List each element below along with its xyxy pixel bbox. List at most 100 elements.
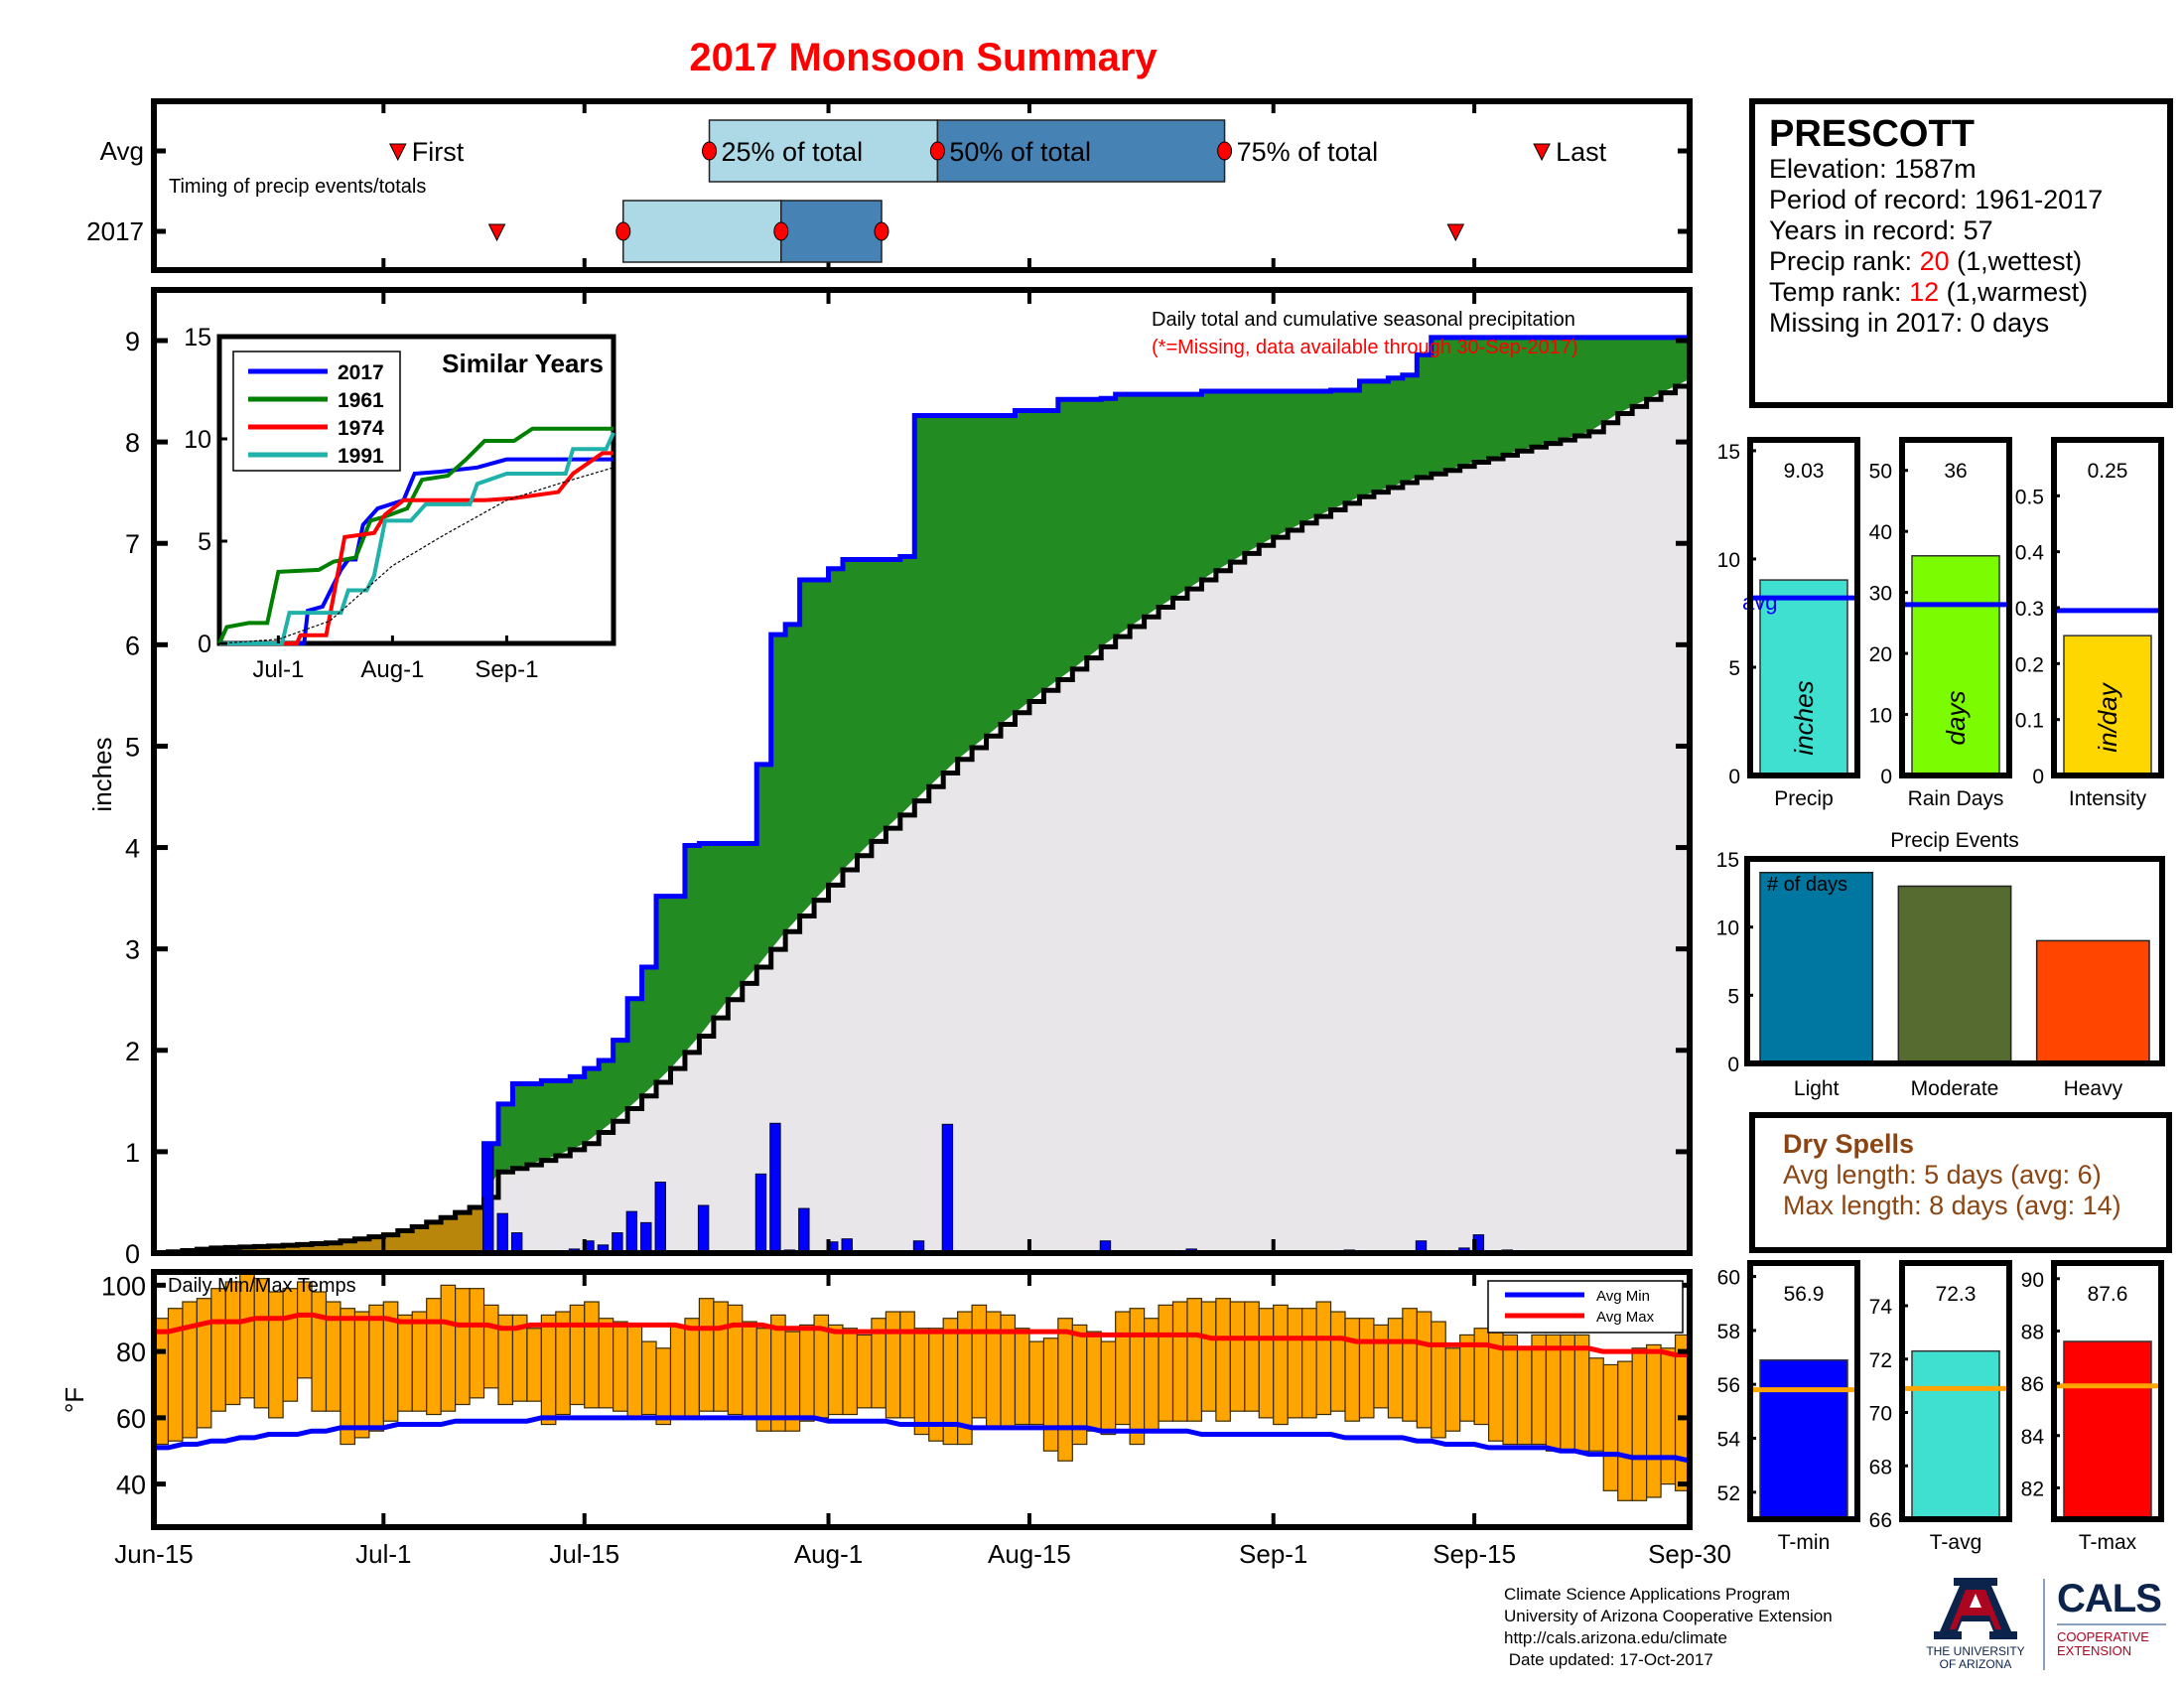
daily-temp-bar	[1258, 1308, 1275, 1419]
daily-temp-bar	[1287, 1308, 1303, 1419]
daily-temp-bar	[253, 1278, 270, 1409]
daily-temp-bar	[1387, 1318, 1404, 1419]
footer-link[interactable]: http://cals.arizona.edu/climate	[1504, 1628, 1727, 1647]
station-detail-line: Precip rank: 20 (1,wettest)	[1769, 246, 2167, 277]
station-detail-suffix: (1,wettest)	[1949, 246, 2083, 276]
mini-panel-unit-Precip: inches	[1789, 680, 1819, 755]
daily-temp-bar	[698, 1298, 715, 1412]
pre-onset-area	[154, 1196, 484, 1253]
station-detail-label: Missing in 2017:	[1769, 308, 1971, 338]
daily-temp-bar	[1660, 1347, 1677, 1485]
mini-panel-unit-Intensity: in/day	[2093, 681, 2122, 752]
precip-events-y-tick-label: 15	[1716, 849, 1739, 872]
daily-temp-bar	[1617, 1360, 1633, 1501]
precip-events-bar-light	[1759, 871, 1874, 1064]
footer-date: Date updated: 17-Oct-2017	[1504, 1650, 1713, 1669]
x-tick-label: Sep-1	[1239, 1539, 1307, 1569]
timing-marker-p25	[615, 221, 631, 241]
daily-temp-bar	[655, 1347, 672, 1426]
page-title: 2017 Monsoon Summary	[689, 36, 1158, 79]
daily-temp-bar	[482, 1304, 499, 1389]
daily-temp-bar	[1315, 1301, 1332, 1416]
precip-events-category-label: Moderate	[1911, 1077, 1999, 1100]
timing-marker-p75	[874, 221, 889, 241]
mini-panel-y-tick-label: 66	[1869, 1509, 1892, 1532]
mini-panel-y-tick-label: 20	[1869, 643, 1892, 666]
mini-panel-y-tick-label: 15	[1717, 441, 1740, 464]
daily-precip-bar	[798, 1207, 810, 1254]
mini-panel-label-Intensity: Intensity	[2069, 787, 2147, 810]
daily-precip-bar	[612, 1232, 623, 1254]
mini-panel-y-tick-label: 30	[1869, 583, 1892, 606]
timing-first-triangle-icon	[487, 223, 506, 242]
daily-temp-bar	[1545, 1334, 1562, 1452]
daily-temp-bar	[684, 1318, 701, 1419]
main-chart-title: Daily total and cumulative seasonal prec…	[1152, 309, 1575, 331]
mini-panel-frame-T-avg	[1899, 1260, 2012, 1522]
daily-temp-bar	[1358, 1318, 1375, 1419]
daily-temp-bar	[1186, 1298, 1203, 1422]
arizona-a-icon	[1934, 1578, 2017, 1639]
daily-temp-bar	[1502, 1334, 1519, 1446]
mini-panel-y-tick-label: 0	[1880, 766, 1892, 788]
daily-temp-bar	[640, 1340, 657, 1416]
footer-credits: Climate Science Applications Program Uni…	[1504, 1584, 1833, 1671]
inset-y-tick-label: 0	[198, 631, 211, 658]
mini-panel-y-tick-label: 0	[2032, 766, 2044, 788]
precip-events-category-label: Light	[1794, 1077, 1840, 1100]
daily-precip-bar	[754, 1173, 767, 1254]
timing-50-label: 50% of total	[949, 137, 1091, 167]
station-detail-label: Years in record:	[1769, 215, 1964, 245]
daily-temp-bar	[669, 1324, 686, 1419]
inset-y-tick-label: 15	[184, 324, 211, 352]
station-detail-label: Temp rank:	[1769, 277, 1910, 307]
station-detail-label: Period of record:	[1769, 185, 1976, 214]
daily-precip-bar	[697, 1204, 710, 1254]
daily-temp-bar	[268, 1291, 284, 1419]
similar-year-line-1974	[219, 451, 614, 645]
daily-precip-bar	[625, 1210, 638, 1254]
footer-line: Climate Science Applications Program	[1504, 1585, 1791, 1604]
legend-label-1974: 1974	[338, 417, 384, 440]
x-tick-label: Aug-1	[794, 1539, 863, 1569]
logo-coop1: COOPERATIVE	[2057, 1629, 2149, 1644]
daily-temp-bar	[1344, 1318, 1361, 1422]
similar-year-line-2017	[219, 457, 614, 645]
mini-panel-value-T-max: 87.6	[2088, 1283, 2128, 1306]
daily-temp-bar	[1171, 1301, 1188, 1422]
mini-panel-y-tick-label: 0.1	[2015, 710, 2044, 733]
daily-temp-bar	[799, 1324, 815, 1422]
daily-temp-bar	[1416, 1311, 1433, 1429]
timing-50-75-bar	[780, 200, 883, 263]
timing-row-label: Avg	[100, 136, 144, 166]
temp-y-tick-label: 40	[116, 1471, 146, 1500]
mini-panel-value-Rain Days: 36	[1944, 460, 1967, 483]
y-tick-label: 6	[125, 631, 140, 660]
daily-temp-bar	[842, 1328, 859, 1416]
daily-temp-bar	[1444, 1347, 1461, 1432]
mini-panel-unit-Rain Days: days	[1941, 691, 1971, 746]
daily-temp-bar	[1531, 1334, 1548, 1446]
temp-y-tick-label: 80	[116, 1337, 146, 1367]
station-detail-suffix: (1,warmest)	[1939, 277, 2089, 307]
precip-events-y-tick-label: 0	[1727, 1054, 1739, 1076]
timing-50-75-bar	[936, 119, 1226, 183]
logo-coop2: EXTENSION	[2057, 1643, 2132, 1658]
mini-panel-frame-Rain Days	[1899, 437, 2012, 778]
mini-panel-y-tick-label: 10	[1717, 549, 1740, 572]
timing-marker-p75	[1217, 141, 1233, 161]
daily-temp-bar	[210, 1288, 226, 1412]
daily-temp-bar	[885, 1311, 901, 1419]
daily-temp-bar	[1028, 1340, 1044, 1426]
station-detail-value: 12	[1909, 277, 1940, 307]
similar-year-line-avg	[218, 467, 614, 644]
daily-temp-bar	[827, 1324, 844, 1416]
precip-events-title: Precip Events	[1890, 829, 2019, 852]
inset-x-tick-label: Sep-1	[475, 656, 538, 683]
cumulative-2017-line	[481, 335, 1690, 1197]
mini-panel-label-T-max: T-max	[2079, 1531, 2137, 1554]
daily-temp-bar	[713, 1301, 729, 1412]
y-tick-label: 1	[125, 1138, 140, 1168]
daily-temp-bar	[368, 1304, 384, 1432]
timing-row-label: 2017	[86, 216, 144, 246]
